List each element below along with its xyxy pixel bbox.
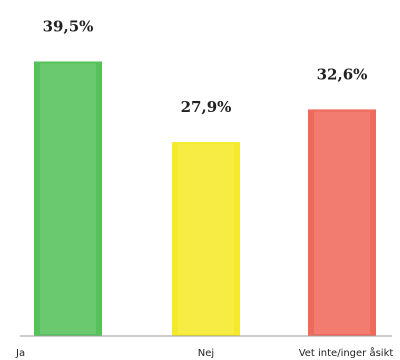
labels-layer: 39,5% 27,9% 32,6% xyxy=(43,17,368,116)
bar-highlight-2 xyxy=(178,144,234,334)
bar-highlight-3 xyxy=(314,111,370,335)
bar-2 xyxy=(172,142,240,336)
data-label-3: 32,6% xyxy=(317,65,368,83)
x-tick-labels: Ja Nej Vet inte/inger åsikt xyxy=(15,346,393,359)
bar-3 xyxy=(308,109,376,337)
data-label-2: 27,9% xyxy=(181,98,232,116)
bar-highlight-1 xyxy=(40,63,96,334)
data-label-1: 39,5% xyxy=(43,17,94,35)
x-tick-label-1: Ja xyxy=(15,348,25,359)
x-tick-label-2: Nej xyxy=(198,348,214,359)
bars-layer xyxy=(34,61,376,337)
x-tick-label-3: Vet inte/inger åsikt xyxy=(299,346,394,359)
bar-1 xyxy=(34,61,102,336)
